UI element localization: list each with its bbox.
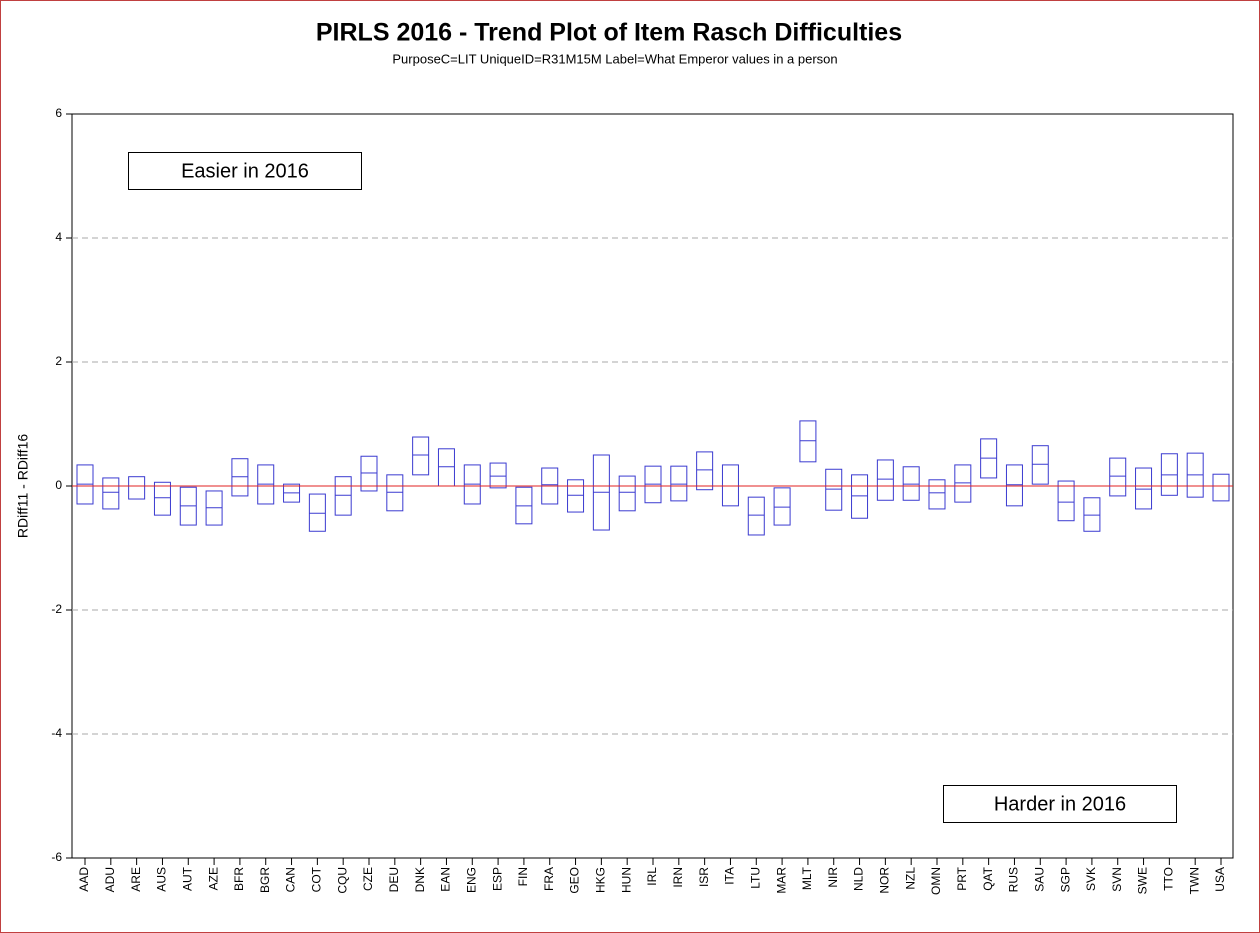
annotation: Harder in 2016	[994, 793, 1126, 815]
x-tick-label: ADU	[103, 867, 117, 892]
annotation-box	[943, 785, 1177, 823]
range-box	[360, 455, 378, 492]
range-box	[102, 477, 120, 510]
range-box	[489, 462, 507, 489]
range-box	[437, 448, 455, 487]
x-tick-label: ISR	[697, 867, 711, 887]
x-tick-label: HKG	[594, 867, 608, 893]
range-box	[308, 493, 326, 532]
x-tick-label: AAD	[77, 867, 91, 892]
x-tick-label: NIR	[826, 867, 840, 888]
x-tick-label: QAT	[981, 866, 995, 890]
y-tick-label: -6	[51, 850, 62, 864]
x-tick-label: HUN	[619, 867, 633, 893]
x-tick-label: SWE	[1136, 867, 1150, 894]
chart-subtitle: PurposeC=LIT UniqueID=R31M15M Label=What…	[392, 51, 837, 66]
range-box	[1031, 445, 1049, 485]
x-tick-label: ITA	[723, 867, 737, 885]
x-tick-label: FIN	[516, 867, 530, 886]
range-box	[1109, 457, 1127, 497]
range-box	[773, 487, 791, 526]
x-tick-label: AZE	[206, 867, 220, 890]
x-tick-label: SVK	[1084, 867, 1098, 891]
x-tick-label: CAN	[284, 867, 298, 892]
x-tick-label: IRL	[645, 867, 659, 886]
x-tick-label: ESP	[490, 867, 504, 891]
range-box	[128, 476, 146, 500]
x-tick-label: DEU	[387, 867, 401, 892]
x-tick-label: AUT	[180, 866, 194, 891]
x-tick-label: MLT	[800, 866, 814, 890]
y-tick-label: -4	[51, 726, 62, 740]
x-tick-label: MAR	[774, 867, 788, 894]
range-box	[153, 481, 171, 516]
y-tick-label: 6	[55, 106, 62, 120]
x-tick-label: NZL	[903, 867, 917, 890]
range-box	[902, 466, 920, 501]
x-tick-label: BGR	[258, 867, 272, 893]
range-box	[799, 420, 817, 463]
x-tick-label: TTO	[1162, 867, 1176, 891]
range-box	[231, 458, 249, 497]
x-tick-label: USA	[1213, 867, 1227, 892]
range-box	[747, 496, 765, 536]
x-tick-label: IRN	[671, 867, 685, 888]
range-box	[851, 474, 869, 519]
range-box	[1083, 497, 1101, 532]
range-box	[696, 451, 714, 491]
y-tick-label: -2	[51, 602, 62, 616]
range-box	[386, 474, 404, 512]
range-box	[825, 468, 843, 511]
x-tick-label: NOR	[878, 867, 892, 894]
x-tick-label: EAN	[439, 867, 453, 892]
x-tick-label: TWN	[1187, 867, 1201, 894]
range-box	[1212, 473, 1230, 502]
range-box	[876, 459, 894, 501]
x-tick-label: FRA	[542, 867, 556, 891]
range-box	[1135, 467, 1153, 510]
range-box	[567, 479, 585, 513]
range-box	[334, 476, 352, 516]
x-tick-label: CZE	[361, 867, 375, 891]
range-box	[954, 464, 972, 503]
range-box	[670, 465, 688, 502]
x-tick-label: PRT	[955, 866, 969, 890]
range-box	[928, 479, 946, 510]
x-tick-label: ARE	[129, 867, 143, 892]
x-tick-label: OMN	[929, 867, 943, 895]
range-box	[618, 475, 636, 512]
x-tick-label: COT	[310, 866, 324, 892]
annotation-box	[128, 152, 362, 190]
x-tick-label: SGP	[1058, 867, 1072, 892]
y-tick-label: 4	[55, 230, 62, 244]
x-tick-label: SVN	[1110, 867, 1124, 892]
range-box	[721, 464, 739, 507]
range-box	[412, 436, 430, 476]
x-tick-label: SAU	[1032, 867, 1046, 892]
y-axis-label: RDiff11 - RDiff16	[15, 434, 31, 538]
y-tick-label: 2	[55, 354, 62, 368]
x-tick-label: ENG	[464, 867, 478, 893]
chart-title: PIRLS 2016 - Trend Plot of Item Rasch Di…	[316, 19, 902, 47]
range-box	[1005, 464, 1023, 507]
x-tick-label: DNK	[413, 867, 427, 892]
x-tick-label: CQU	[335, 867, 349, 894]
annotation: Easier in 2016	[181, 160, 309, 182]
x-tick-label: AUS	[155, 867, 169, 892]
x-tick-label: BFR	[232, 867, 246, 891]
range-box	[1057, 480, 1075, 522]
x-tick-label: NLD	[852, 867, 866, 891]
x-tick-label: RUS	[1007, 867, 1021, 892]
x-tick-label: LTU	[748, 867, 762, 889]
y-tick-label: 0	[55, 478, 62, 492]
x-tick-label: GEO	[568, 867, 582, 894]
